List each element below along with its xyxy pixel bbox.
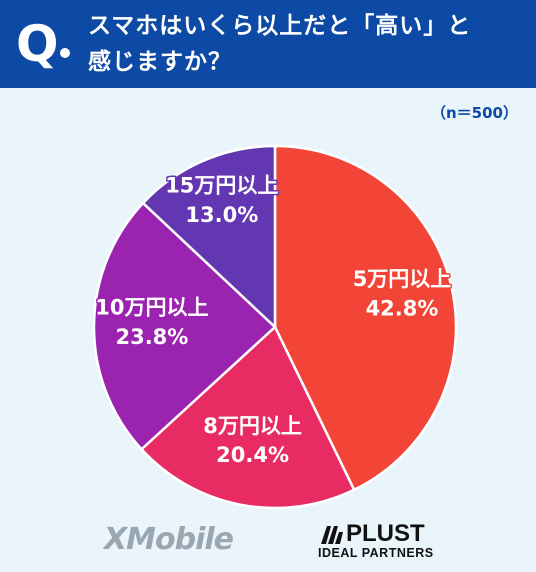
pie-slice [141,144,277,330]
pie-slice [92,201,277,452]
sample-size: （n＝500） [431,104,518,122]
plust-logo: PLUST IDEAL PARTNERS [318,520,434,560]
slice-label-name: 15万円以上 [165,174,278,198]
question-title-line2: 感じますか？ [88,49,232,75]
q-mark: Q [16,15,59,73]
pie-slice [273,144,458,492]
slice-label-name: 10万円以上 [95,296,208,320]
pie-slice [139,324,356,510]
plust-mark-icon [321,526,343,544]
plust-logo-subtitle: IDEAL PARTNERS [318,546,434,560]
plust-logo-name: PLUST [346,520,425,547]
q-dot-icon [60,48,70,58]
question-title-line1: スマホはいくら以上だと「高い」と [88,13,472,39]
slice-label-value: 13.0% [185,203,258,227]
slice-label-value: 20.4% [216,443,289,467]
xmobile-logo: XMobile [104,522,234,557]
slice-label-name: 8万円以上 [203,414,302,438]
question-title: スマホはいくら以上だと「高い」と 感じますか？ [88,8,528,80]
slice-label-name: 5万円以上 [353,267,452,291]
slice-label-value: 42.8% [366,297,439,321]
slice-label-value: 23.8% [115,325,188,349]
header-banner: Q スマホはいくら以上だと「高い」と 感じますか？ [0,0,536,88]
logo-bar: XMobile PLUST IDEAL PARTNERS [0,516,536,566]
xmobile-logo-text: XMobile [104,522,234,557]
